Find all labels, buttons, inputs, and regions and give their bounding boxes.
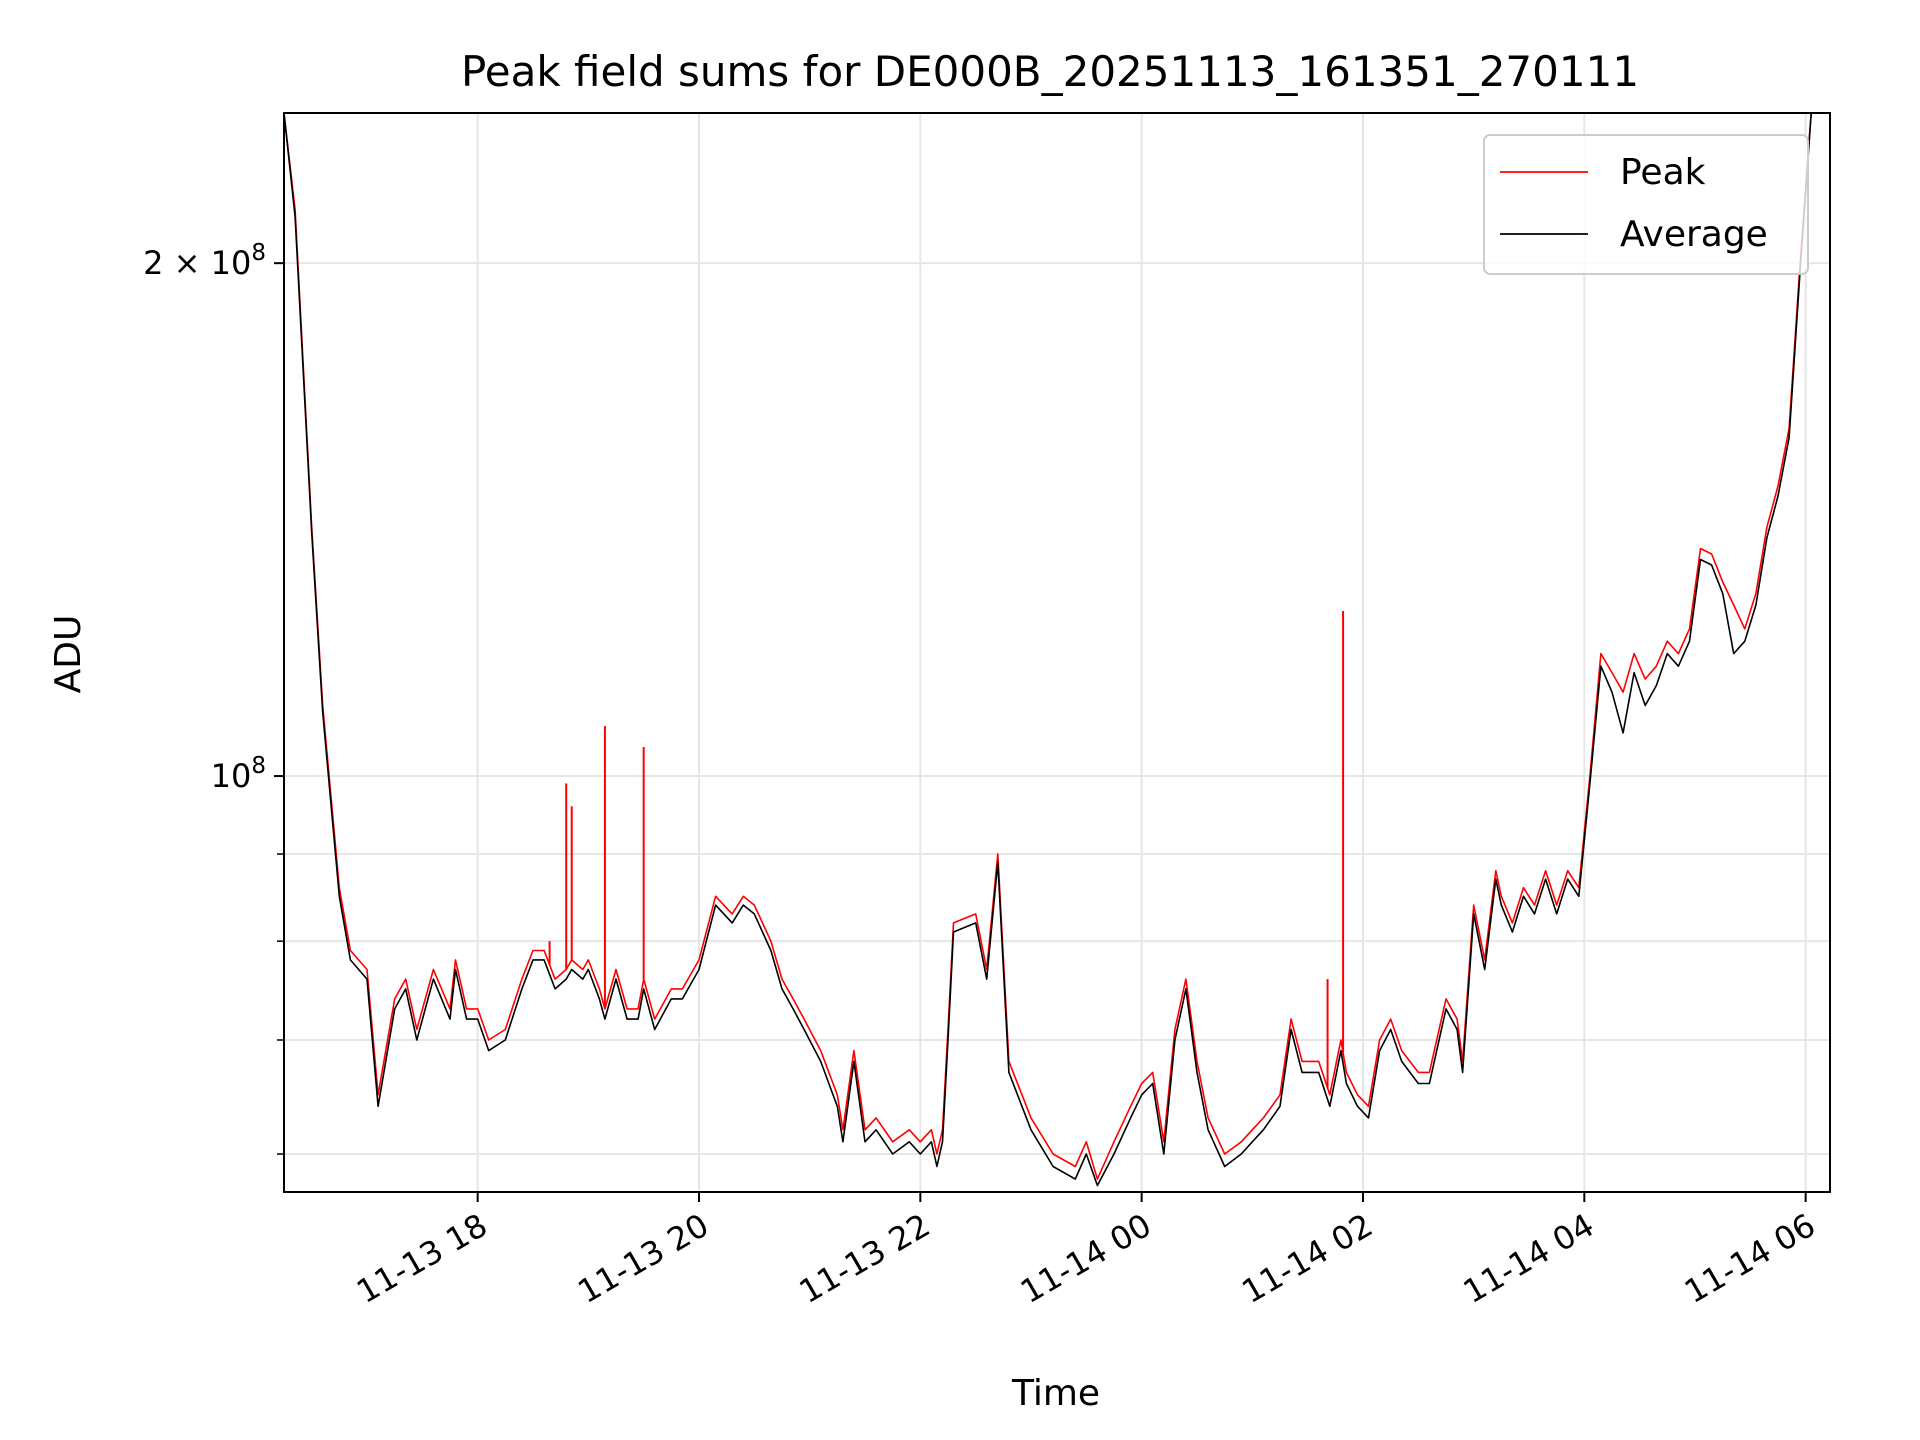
legend-box	[1483, 134, 1809, 275]
chart-title: Peak field sums for DE000B_20251113_1613…	[461, 47, 1639, 96]
average-series-line	[283, 112, 1812, 1187]
y-axis-ticks: 108 2 × 108	[143, 240, 284, 1155]
grid	[284, 113, 1830, 1192]
x-axis-label: Time	[1011, 1373, 1100, 1414]
legend: Peak Average	[1483, 134, 1809, 275]
series-layer	[283, 112, 1812, 1187]
y-tick-label: 2 × 108	[143, 240, 266, 282]
y-axis-label: ADU	[48, 615, 89, 694]
legend-peak-label: Peak	[1620, 152, 1706, 193]
legend-average-label: Average	[1620, 214, 1768, 255]
peak-spikes	[548, 610, 1345, 1089]
y-tick-label: 108	[211, 753, 266, 795]
peak-series-line	[283, 112, 1812, 1180]
plot-frame	[283, 112, 1831, 1193]
